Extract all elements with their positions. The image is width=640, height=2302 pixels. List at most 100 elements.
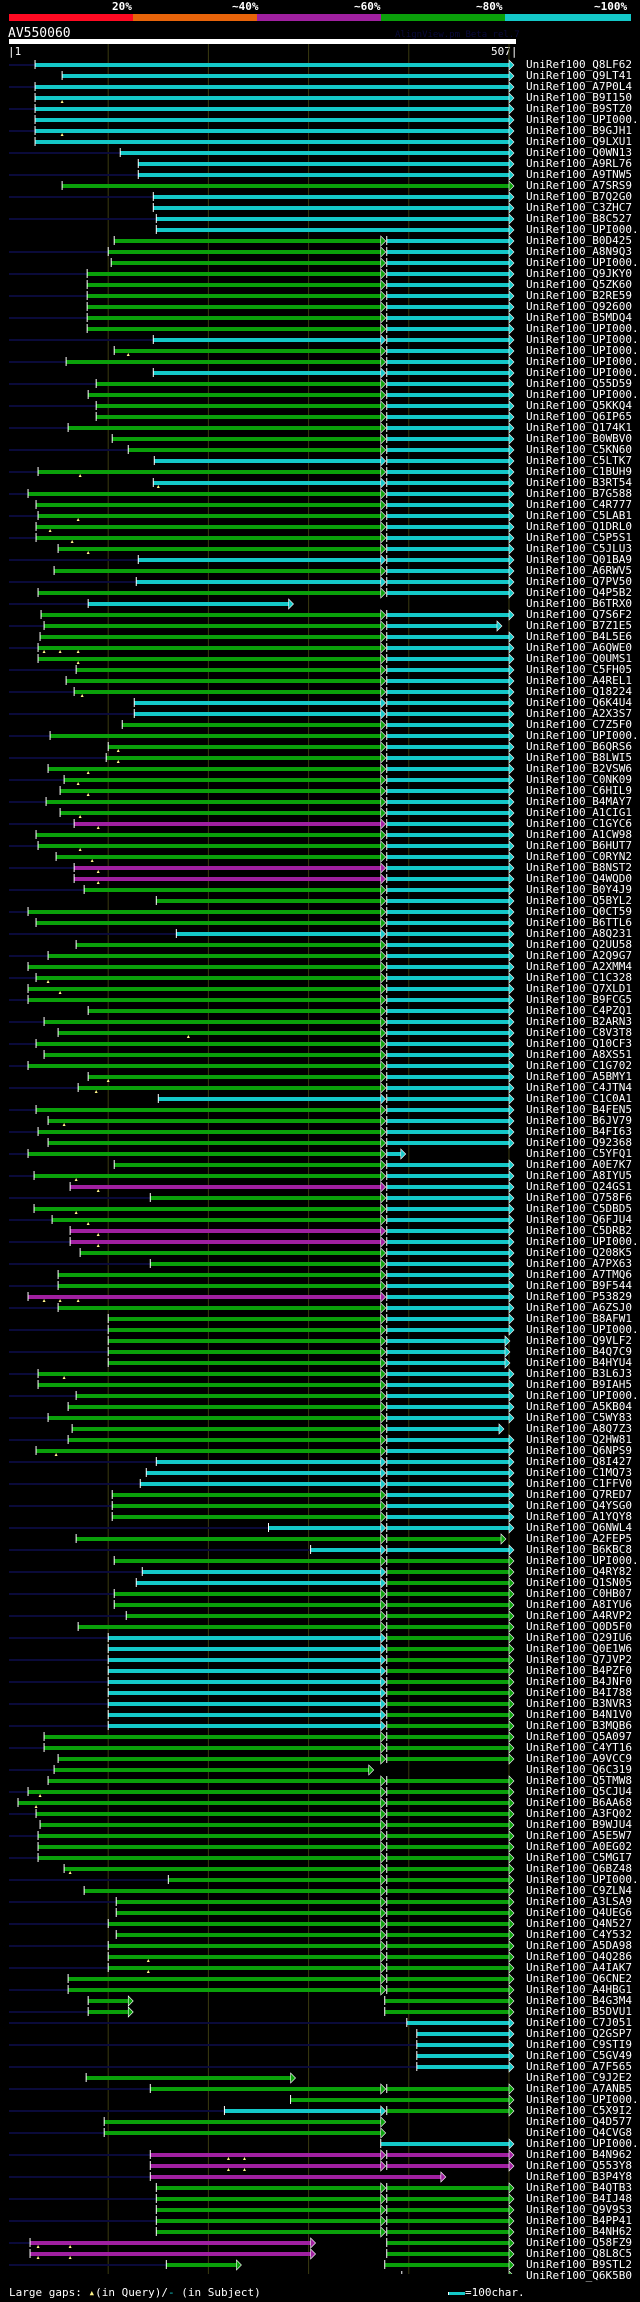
- hit-label[interactable]: UniRef100_B6TRX0: [526, 597, 632, 610]
- hit-label[interactable]: UniRef100_Q553Y8: [526, 2159, 632, 2172]
- hit-label[interactable]: UniRef100_A1CIG1: [526, 806, 632, 819]
- hit-label[interactable]: UniRef100_P53829: [526, 1290, 632, 1303]
- hit-label[interactable]: UniRef100_A0EG02: [526, 1840, 632, 1853]
- hit-label[interactable]: UniRef100_A8N9Q3: [526, 245, 632, 258]
- hit-label[interactable]: UniRef100_B6QRS6: [526, 740, 632, 753]
- hit-label[interactable]: UniRef100_Q29IU6: [526, 1631, 632, 1644]
- hit-label[interactable]: UniRef100_A6RWV5: [526, 564, 632, 577]
- hit-label[interactable]: UniRef100_B9STL2: [526, 2258, 632, 2271]
- hit-label[interactable]: UniRef100_UPI000..: [526, 1323, 640, 1336]
- hit-label[interactable]: UniRef100_A6ZSJ0: [526, 1301, 632, 1314]
- hit-label[interactable]: UniRef100_A0E7K7: [526, 1158, 632, 1171]
- hit-label[interactable]: UniRef100_B9FCG5: [526, 993, 632, 1006]
- hit-label[interactable]: UniRef100_C1FFV0: [526, 1477, 632, 1490]
- hit-label[interactable]: UniRef100_Q5KKQ4: [526, 399, 632, 412]
- hit-label[interactable]: UniRef100_Q0UMS1: [526, 652, 632, 665]
- hit-label[interactable]: UniRef100_Q92368: [526, 1136, 632, 1149]
- hit-label[interactable]: UniRef100_A1YQY8: [526, 1510, 632, 1523]
- hit-label[interactable]: UniRef100_Q6K5B0: [526, 2269, 632, 2282]
- hit-label[interactable]: UniRef100_Q208K5: [526, 1246, 632, 1259]
- hit-label[interactable]: UniRef100_Q2UU58: [526, 938, 632, 951]
- hit-label[interactable]: UniRef100_A4IAK7: [526, 1961, 632, 1974]
- hit-label[interactable]: UniRef100_B4PZF0: [526, 1664, 632, 1677]
- hit-label[interactable]: UniRef100_B8AFW1: [526, 1312, 632, 1325]
- hit-label[interactable]: UniRef100_B9STZ0: [526, 102, 632, 115]
- hit-label[interactable]: UniRef100_B4G3M4: [526, 1994, 632, 2007]
- hit-label[interactable]: UniRef100_C0HB07: [526, 1587, 632, 1600]
- hit-label[interactable]: UniRef100_UPI000..: [526, 322, 640, 335]
- hit-label[interactable]: UniRef100_Q24GS1: [526, 1180, 632, 1193]
- hit-label[interactable]: UniRef100_C4Y532: [526, 1928, 632, 1941]
- hit-label[interactable]: UniRef100_C1G702: [526, 1059, 632, 1072]
- hit-label[interactable]: UniRef100_B9WJU4: [526, 1818, 632, 1831]
- hit-label[interactable]: UniRef100_Q55D59: [526, 377, 632, 390]
- hit-label[interactable]: UniRef100_B4FEN5: [526, 1103, 632, 1116]
- hit-label[interactable]: UniRef100_B2ARN3: [526, 1015, 632, 1028]
- hit-label[interactable]: UniRef100_Q1DRL0: [526, 520, 632, 533]
- hit-label[interactable]: UniRef100_A5DA98: [526, 1939, 632, 1952]
- hit-label[interactable]: UniRef100_Q5A097: [526, 1730, 632, 1743]
- hit-label[interactable]: UniRef100_UPI000..: [526, 2137, 640, 2150]
- hit-label[interactable]: UniRef100_A8Q231: [526, 927, 632, 940]
- hit-label[interactable]: UniRef100_B9I150: [526, 91, 632, 104]
- hit-label[interactable]: UniRef100_A4REL1: [526, 674, 632, 687]
- hit-label[interactable]: UniRef100_A2XMM4: [526, 960, 632, 973]
- hit-label[interactable]: UniRef100_B4MAY7: [526, 795, 632, 808]
- hit-label[interactable]: UniRef100_Q9LT41: [526, 69, 632, 82]
- hit-label[interactable]: UniRef100_Q7RED7: [526, 1488, 632, 1501]
- hit-label[interactable]: UniRef100_B4PP41: [526, 2214, 632, 2227]
- hit-label[interactable]: UniRef100_C7Z5F0: [526, 718, 632, 731]
- hit-label[interactable]: UniRef100_Q58FZ9: [526, 2236, 632, 2249]
- hit-label[interactable]: UniRef100_A5BMY1: [526, 1070, 632, 1083]
- hit-label[interactable]: UniRef100_B9F544: [526, 1279, 632, 1292]
- hit-label[interactable]: UniRef100_B4Q7C9: [526, 1345, 632, 1358]
- hit-label[interactable]: UniRef100_Q10CF3: [526, 1037, 632, 1050]
- hit-label[interactable]: UniRef100_C0NK09: [526, 773, 632, 786]
- hit-label[interactable]: UniRef100_C8V3T8: [526, 1026, 632, 1039]
- hit-label[interactable]: UniRef100_Q0WN13: [526, 146, 632, 159]
- hit-label[interactable]: UniRef100_Q9JKY0: [526, 267, 632, 280]
- hit-label[interactable]: UniRef100_A7TMQ6: [526, 1268, 632, 1281]
- hit-label[interactable]: UniRef100_C7J051: [526, 2016, 632, 2029]
- hit-label[interactable]: UniRef100_B7G588: [526, 487, 632, 500]
- hit-label[interactable]: UniRef100_UPI000..: [526, 223, 640, 236]
- hit-label[interactable]: UniRef100_B4N962: [526, 2148, 632, 2161]
- hit-label[interactable]: UniRef100_Q8L8C5: [526, 2247, 632, 2260]
- hit-label[interactable]: UniRef100_C9J2E2: [526, 2071, 632, 2084]
- hit-label[interactable]: UniRef100_B0D425: [526, 234, 632, 247]
- hit-label[interactable]: UniRef100_B4N1V0: [526, 1708, 632, 1721]
- hit-label[interactable]: UniRef100_B4HYU4: [526, 1356, 632, 1369]
- hit-label[interactable]: UniRef100_C1C328: [526, 971, 632, 984]
- hit-label[interactable]: UniRef100_A9VCC9: [526, 1752, 632, 1765]
- hit-label[interactable]: UniRef100_Q4N527: [526, 1917, 632, 1930]
- hit-label[interactable]: UniRef100_C4R777: [526, 498, 632, 511]
- hit-label[interactable]: UniRef100_B2VSW6: [526, 762, 632, 775]
- hit-label[interactable]: UniRef100_UPI000..: [526, 2093, 640, 2106]
- hit-label[interactable]: UniRef100_A8IYU6: [526, 1598, 632, 1611]
- hit-label[interactable]: UniRef100_B4I788: [526, 1686, 632, 1699]
- hit-label[interactable]: UniRef100_Q8I427: [526, 1455, 632, 1468]
- hit-label[interactable]: UniRef100_C3ZHC7: [526, 201, 632, 214]
- hit-label[interactable]: UniRef100_UPI000..: [526, 256, 640, 269]
- hit-label[interactable]: UniRef100_A3FQ02: [526, 1807, 632, 1820]
- hit-label[interactable]: UniRef100_B5DVU1: [526, 2005, 632, 2018]
- hit-label[interactable]: UniRef100_C1GYC6: [526, 817, 632, 830]
- hit-label[interactable]: UniRef100_B6HUT7: [526, 839, 632, 852]
- hit-label[interactable]: UniRef100_C9STI9: [526, 2038, 632, 2051]
- hit-label[interactable]: UniRef100_B6JV79: [526, 1114, 632, 1127]
- hit-label[interactable]: UniRef100_Q9VLF2: [526, 1334, 632, 1347]
- hit-label[interactable]: UniRef100_C5KN60: [526, 443, 632, 456]
- hit-label[interactable]: UniRef100_C5JLU3: [526, 542, 632, 555]
- hit-label[interactable]: UniRef100_Q5TMW8: [526, 1774, 632, 1787]
- hit-label[interactable]: UniRef100_UPI000..: [526, 113, 640, 126]
- hit-label[interactable]: UniRef100_UPI000..: [526, 1235, 640, 1248]
- hit-label[interactable]: UniRef100_A3LSA9: [526, 1895, 632, 1908]
- hit-label[interactable]: UniRef100_C1C0A1: [526, 1092, 632, 1105]
- hit-label[interactable]: UniRef100_Q0CT59: [526, 905, 632, 918]
- hit-label[interactable]: UniRef100_B8NST2: [526, 861, 632, 874]
- hit-label[interactable]: UniRef100_UPI000..: [526, 366, 640, 379]
- hit-label[interactable]: UniRef100_B3RT54: [526, 476, 632, 489]
- hit-label[interactable]: UniRef100_C4YT16: [526, 1741, 632, 1754]
- hit-label[interactable]: UniRef100_B2RE59: [526, 289, 632, 302]
- hit-label[interactable]: UniRef100_Q6NPS9: [526, 1444, 632, 1457]
